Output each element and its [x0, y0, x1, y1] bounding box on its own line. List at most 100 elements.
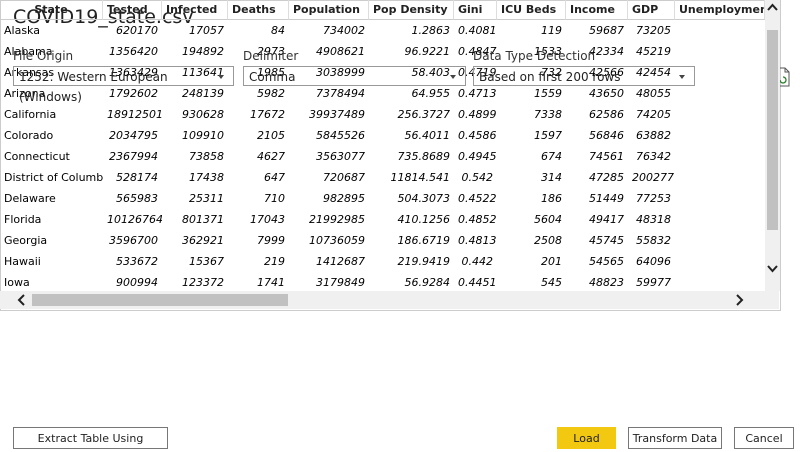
- table-cell: 1412687: [316, 255, 365, 268]
- table-cell: 7378494: [316, 87, 365, 100]
- table-cell: 1.2863: [411, 24, 451, 37]
- table-cell: 113641: [182, 66, 224, 79]
- table-cell: 1985: [257, 66, 285, 79]
- table-cell: 1533: [534, 45, 562, 58]
- table-cell: 77253: [636, 192, 671, 205]
- column-header: Pop Density: [369, 0, 454, 20]
- table-cell: 5604: [534, 213, 562, 226]
- table-cell: 2105: [257, 129, 285, 142]
- table-cell: 119: [541, 24, 562, 37]
- table-cell: 930628: [182, 108, 224, 121]
- table-cell: 17672: [250, 108, 285, 121]
- table-cell: District of Columbia: [4, 171, 103, 184]
- table-cell: 710: [264, 192, 285, 205]
- table-cell: Delaware: [4, 192, 56, 205]
- table-cell: 42454: [636, 66, 671, 79]
- column-header: State: [0, 0, 103, 20]
- table-cell: 720687: [323, 171, 365, 184]
- table-cell: 7338: [534, 108, 562, 121]
- table-cell: 48055: [636, 87, 671, 100]
- table-cell: 10736059: [309, 234, 365, 247]
- table-cell: 4627: [257, 150, 285, 163]
- table-cell: 56.9284: [404, 276, 451, 289]
- table-cell: 362921: [182, 234, 224, 247]
- column-header: Infected: [162, 0, 228, 20]
- table-cell: Hawaii: [4, 255, 41, 268]
- table-cell: 0.4713: [458, 87, 497, 100]
- button[interactable]: Transform Data: [628, 427, 722, 449]
- table-cell: 2973: [257, 45, 285, 58]
- table-cell: 2034795: [109, 129, 158, 142]
- table-cell: 7999: [257, 234, 285, 247]
- table-cell: 74561: [589, 150, 624, 163]
- table-cell: 5845526: [316, 129, 365, 142]
- table-cell: 43650: [589, 87, 624, 100]
- column-header: Tested: [103, 0, 162, 20]
- table-cell: 109910: [182, 129, 224, 142]
- table-cell: 735.8689: [397, 150, 451, 163]
- table-cell: 256.3727: [397, 108, 451, 121]
- table-cell: 186: [541, 192, 562, 205]
- table-cell: 194892: [182, 45, 224, 58]
- column-header: Deaths: [228, 0, 289, 20]
- table-cell: 11814.541: [390, 171, 451, 184]
- table-cell: 63882: [636, 129, 671, 142]
- table-cell: 1741: [257, 276, 285, 289]
- dropdown[interactable]: Comma: [243, 66, 466, 86]
- table-cell: 1363429: [109, 66, 158, 79]
- table-cell: 45745: [589, 234, 624, 247]
- table-cell: 801371: [182, 213, 224, 226]
- table-cell: 2508: [534, 234, 562, 247]
- column-header: Unemployment: [675, 0, 765, 20]
- table-cell: 42566: [589, 66, 624, 79]
- table-cell: 0.442: [461, 255, 494, 268]
- table-cell: 17043: [250, 213, 285, 226]
- table-cell: 54565: [589, 255, 624, 268]
- option-label: File Origin: [13, 49, 74, 63]
- option-label: Delimiter: [243, 49, 299, 63]
- table-cell: 982895: [323, 192, 365, 205]
- column-header: Gini: [454, 0, 497, 20]
- table-cell: 201: [541, 255, 562, 268]
- column-header: GDP: [628, 0, 675, 20]
- table-cell: 410.1256: [397, 213, 451, 226]
- table-cell: 0.4719: [458, 66, 497, 79]
- table-cell: 18912501: [107, 108, 162, 121]
- table-cell: 15367: [189, 255, 224, 268]
- table-cell: 17057: [189, 24, 224, 37]
- h-scrollbar[interactable]: [0, 291, 779, 309]
- table-cell: 0.4813: [458, 234, 497, 247]
- table-cell: 49417: [589, 213, 624, 226]
- v-scrollbar[interactable]: [765, 0, 780, 291]
- table-cell: 0.4586: [458, 129, 497, 142]
- table-cell: 39937489: [309, 108, 365, 121]
- table-cell: 186.6719: [397, 234, 451, 247]
- table-cell: 73205: [636, 24, 671, 37]
- table-cell: 84: [271, 24, 285, 37]
- table-cell: 48318: [636, 213, 671, 226]
- preview-table: Alaska 620170 17057 84 734002 1.2863 0.4081 119…: [0, 0, 781, 311]
- table-cell: 219: [264, 255, 285, 268]
- table-cell: 47285: [589, 171, 624, 184]
- button[interactable]: Extract Table Using Examples: [13, 427, 168, 449]
- button[interactable]: Load: [557, 427, 616, 449]
- table-cell: 565983: [116, 192, 158, 205]
- table-cell: 1597: [534, 129, 562, 142]
- column-header: Population: [289, 0, 369, 20]
- table-cell: 0.4081: [458, 24, 497, 37]
- table-cell: Arkansas: [4, 66, 55, 79]
- table-cell: 51449: [589, 192, 624, 205]
- table-cell: 1559: [534, 87, 562, 100]
- table-cell: 200277: [632, 171, 674, 184]
- table-cell: Alaska: [4, 24, 40, 37]
- dropdown[interactable]: 1252: Western European (Windows): [13, 66, 234, 104]
- table-cell: 42334: [589, 45, 624, 58]
- button[interactable]: Cancel: [734, 427, 794, 449]
- table-cell: 0.542: [461, 171, 494, 184]
- table-cell: 59977: [636, 276, 671, 289]
- table-cell: 45219: [636, 45, 671, 58]
- table-cell: 0.4945: [458, 150, 497, 163]
- dropdown[interactable]: Based on first 200 rows: [473, 66, 695, 86]
- table-cell: 314: [541, 171, 562, 184]
